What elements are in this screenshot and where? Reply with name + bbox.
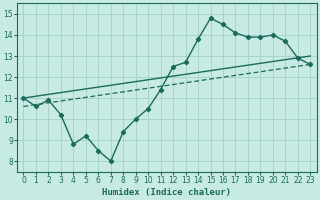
X-axis label: Humidex (Indice chaleur): Humidex (Indice chaleur) [102,188,231,197]
